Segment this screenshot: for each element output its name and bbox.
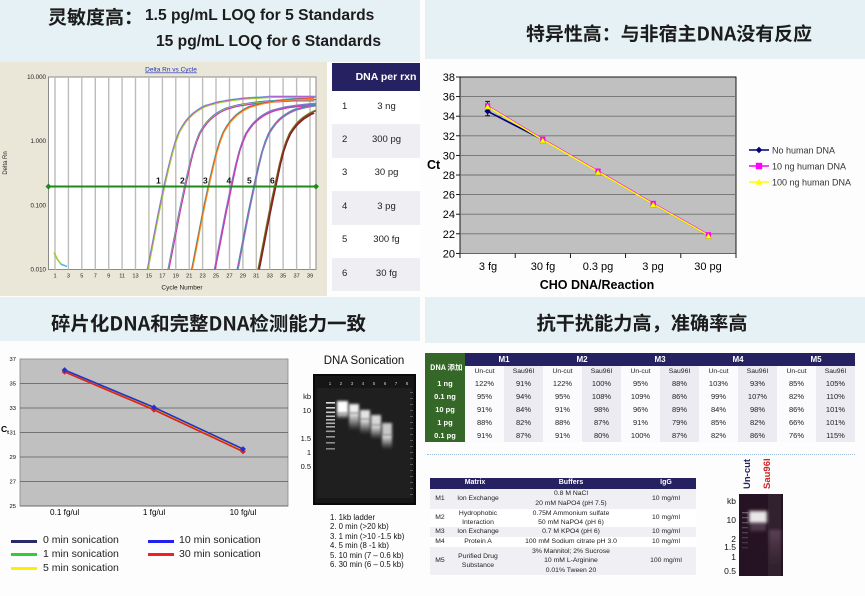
svg-text:3: 3 xyxy=(351,381,354,386)
svg-text:15: 15 xyxy=(146,274,152,280)
svg-text:32: 32 xyxy=(443,131,455,143)
svg-text:13: 13 xyxy=(132,274,138,280)
svg-text:22: 22 xyxy=(443,229,455,241)
svg-text:28: 28 xyxy=(443,170,455,182)
svg-text:7: 7 xyxy=(395,381,398,386)
svg-text:Cycle Number: Cycle Number xyxy=(161,285,203,292)
svg-text:1: 1 xyxy=(53,274,56,280)
svg-text:25: 25 xyxy=(10,504,16,510)
svg-text:5: 5 xyxy=(373,381,376,386)
svg-text:33: 33 xyxy=(10,406,16,412)
svg-text:5: 5 xyxy=(247,176,252,186)
svg-text:35: 35 xyxy=(10,382,16,388)
svg-text:20: 20 xyxy=(443,248,455,260)
svg-text:1 fg/ul: 1 fg/ul xyxy=(143,508,165,517)
svg-text:23: 23 xyxy=(199,274,205,280)
svg-text:31: 31 xyxy=(253,274,259,280)
svg-text:31: 31 xyxy=(10,431,16,437)
svg-text:2: 2 xyxy=(340,381,343,386)
svg-text:100 ng human DNA: 100 ng human DNA xyxy=(772,178,851,188)
svg-text:No human DNA: No human DNA xyxy=(772,146,835,156)
svg-text:0.100: 0.100 xyxy=(31,202,47,209)
svg-text:Delta Rn: Delta Rn xyxy=(3,151,9,174)
svg-text:3 pg: 3 pg xyxy=(642,261,663,273)
svg-text:37: 37 xyxy=(10,357,16,363)
svg-text:29: 29 xyxy=(10,455,16,461)
svg-text:3: 3 xyxy=(203,176,208,186)
svg-text:1: 1 xyxy=(156,176,161,186)
svg-text:0.1 fg/ul: 0.1 fg/ul xyxy=(50,508,79,517)
svg-text:36: 36 xyxy=(443,92,455,104)
svg-text:4: 4 xyxy=(227,176,232,186)
svg-text:10.000: 10.000 xyxy=(27,74,46,81)
svg-text:3: 3 xyxy=(67,274,70,280)
svg-text:0.010: 0.010 xyxy=(31,267,47,274)
svg-text:27: 27 xyxy=(10,480,16,486)
svg-text:9: 9 xyxy=(107,274,110,280)
svg-text:5: 5 xyxy=(80,274,83,280)
svg-text:11: 11 xyxy=(119,274,125,280)
svg-text:29: 29 xyxy=(240,274,246,280)
svg-text:6: 6 xyxy=(270,176,275,186)
svg-text:30: 30 xyxy=(443,150,455,162)
svg-text:1.000: 1.000 xyxy=(31,138,47,145)
svg-text:30 fg: 30 fg xyxy=(531,261,555,273)
svg-text:7: 7 xyxy=(94,274,97,280)
svg-text:Delta Rn vs Cycle: Delta Rn vs Cycle xyxy=(145,67,197,74)
svg-text:2: 2 xyxy=(180,176,185,186)
svg-text:38: 38 xyxy=(443,72,455,84)
svg-text:Ct: Ct xyxy=(1,424,9,436)
svg-text:35: 35 xyxy=(280,274,286,280)
svg-text:10 fg/ul: 10 fg/ul xyxy=(230,508,257,517)
svg-text:0.3 pg: 0.3 pg xyxy=(583,261,614,273)
svg-text:25: 25 xyxy=(213,274,219,280)
svg-text:17: 17 xyxy=(159,274,165,280)
svg-text:30 pg: 30 pg xyxy=(694,261,722,273)
svg-text:26: 26 xyxy=(443,190,455,202)
svg-text:3 fg: 3 fg xyxy=(479,261,497,273)
svg-text:6: 6 xyxy=(384,381,387,386)
svg-text:21: 21 xyxy=(186,274,192,280)
svg-text:Ct: Ct xyxy=(427,158,441,172)
svg-text:27: 27 xyxy=(226,274,232,280)
svg-text:8: 8 xyxy=(406,381,409,386)
svg-text:4: 4 xyxy=(362,381,365,386)
svg-text:39: 39 xyxy=(307,274,313,280)
svg-text:10 ng human DNA: 10 ng human DNA xyxy=(772,162,846,172)
svg-text:34: 34 xyxy=(443,111,455,123)
svg-text:24: 24 xyxy=(443,209,455,221)
svg-text:19: 19 xyxy=(173,274,179,280)
svg-text:1: 1 xyxy=(329,381,332,386)
svg-text:CHO DNA/Reaction: CHO DNA/Reaction xyxy=(540,278,655,292)
svg-text:37: 37 xyxy=(293,274,299,280)
svg-text:33: 33 xyxy=(267,274,273,280)
